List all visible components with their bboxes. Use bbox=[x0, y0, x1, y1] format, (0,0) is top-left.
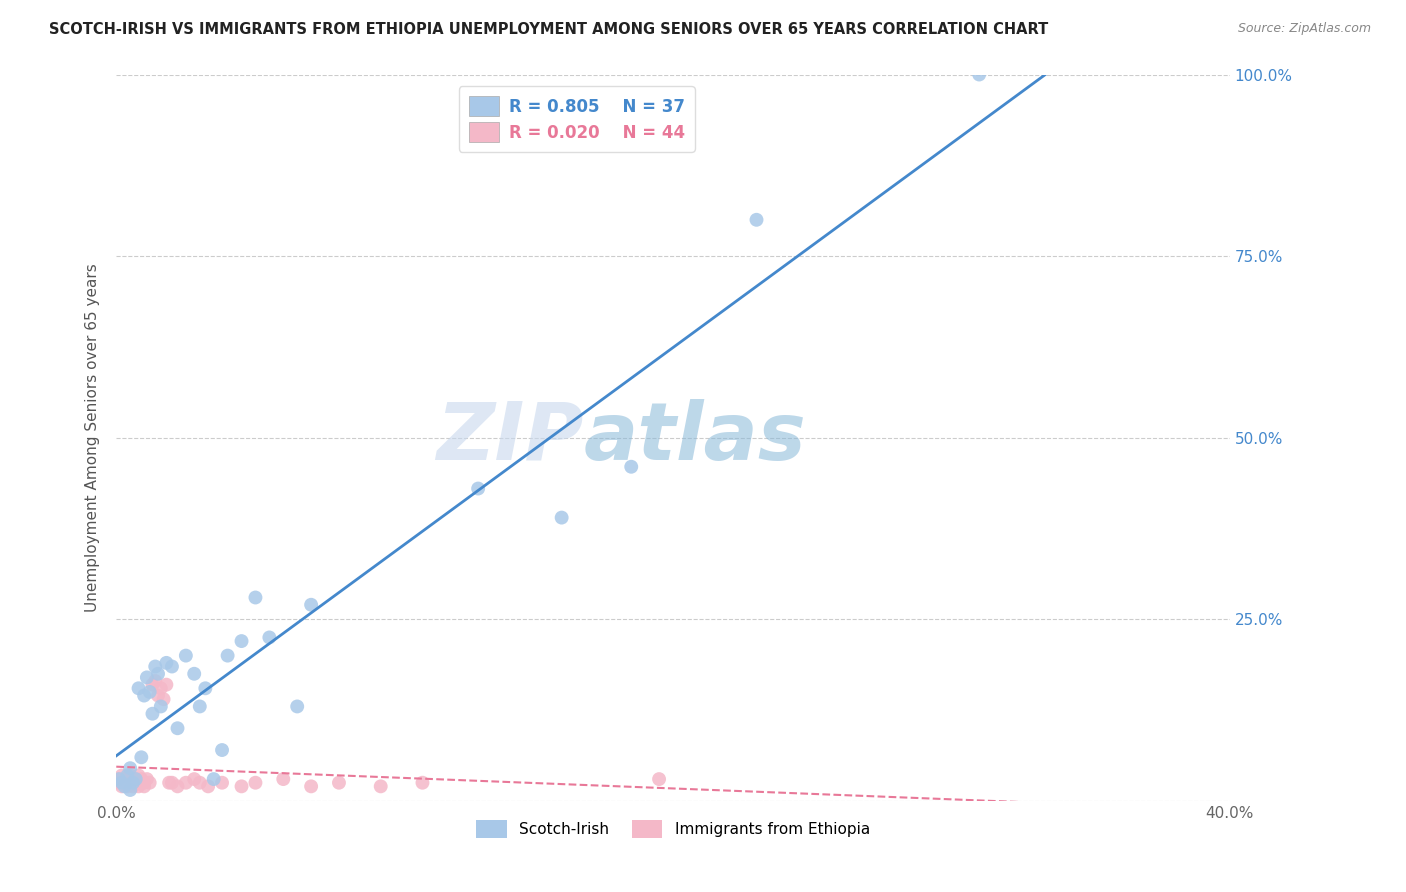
Point bbox=[259, 631, 281, 645]
Point bbox=[120, 761, 142, 775]
Point bbox=[131, 772, 153, 786]
Point bbox=[141, 706, 163, 721]
Point bbox=[231, 634, 253, 648]
Point bbox=[132, 780, 155, 794]
Point bbox=[285, 699, 308, 714]
Point bbox=[271, 772, 294, 786]
Point bbox=[111, 768, 134, 782]
Point bbox=[125, 772, 148, 786]
Point bbox=[114, 775, 136, 789]
Point bbox=[160, 775, 183, 789]
Point bbox=[138, 775, 160, 789]
Point bbox=[648, 772, 671, 786]
Point bbox=[122, 780, 145, 794]
Point bbox=[194, 681, 217, 696]
Point bbox=[217, 648, 239, 663]
Point bbox=[131, 750, 153, 764]
Point bbox=[160, 659, 183, 673]
Point bbox=[111, 780, 134, 794]
Point bbox=[211, 743, 233, 757]
Point bbox=[114, 772, 136, 786]
Point bbox=[174, 775, 197, 789]
Point bbox=[370, 780, 392, 794]
Point bbox=[146, 666, 169, 681]
Point bbox=[132, 689, 155, 703]
Point bbox=[141, 678, 163, 692]
Point bbox=[135, 670, 157, 684]
Point bbox=[117, 768, 139, 782]
Point bbox=[245, 591, 267, 605]
Point bbox=[174, 648, 197, 663]
Point bbox=[166, 721, 188, 735]
Point bbox=[122, 775, 145, 789]
Point bbox=[111, 775, 134, 789]
Point bbox=[114, 780, 136, 794]
Point bbox=[155, 656, 177, 670]
Point bbox=[183, 666, 205, 681]
Point bbox=[155, 678, 177, 692]
Point bbox=[128, 780, 150, 794]
Text: atlas: atlas bbox=[583, 399, 807, 476]
Point bbox=[132, 775, 155, 789]
Point bbox=[231, 780, 253, 794]
Point bbox=[108, 772, 131, 786]
Text: SCOTCH-IRISH VS IMMIGRANTS FROM ETHIOPIA UNEMPLOYMENT AMONG SENIORS OVER 65 YEAR: SCOTCH-IRISH VS IMMIGRANTS FROM ETHIOPIA… bbox=[49, 22, 1049, 37]
Point bbox=[411, 775, 433, 789]
Point bbox=[299, 780, 322, 794]
Point bbox=[108, 772, 131, 786]
Point bbox=[125, 772, 148, 786]
Point bbox=[120, 783, 142, 797]
Point bbox=[188, 699, 211, 714]
Point bbox=[166, 780, 188, 794]
Point bbox=[152, 692, 174, 706]
Point bbox=[143, 673, 166, 688]
Point bbox=[183, 772, 205, 786]
Point bbox=[550, 510, 572, 524]
Text: ZIP: ZIP bbox=[436, 399, 583, 476]
Point bbox=[122, 775, 145, 789]
Text: Source: ZipAtlas.com: Source: ZipAtlas.com bbox=[1237, 22, 1371, 36]
Point bbox=[745, 212, 768, 227]
Point bbox=[143, 659, 166, 673]
Point bbox=[146, 689, 169, 703]
Point bbox=[188, 775, 211, 789]
Point bbox=[202, 772, 225, 786]
Point bbox=[299, 598, 322, 612]
Point bbox=[245, 775, 267, 789]
Point bbox=[149, 699, 172, 714]
Point bbox=[120, 768, 142, 782]
Point bbox=[131, 775, 153, 789]
Point bbox=[967, 68, 990, 82]
Point bbox=[125, 775, 148, 789]
Point bbox=[117, 780, 139, 794]
Point bbox=[128, 681, 150, 696]
Point bbox=[138, 685, 160, 699]
Point bbox=[120, 772, 142, 786]
Point bbox=[328, 775, 350, 789]
Point bbox=[117, 775, 139, 789]
Legend: Scotch-Irish, Immigrants from Ethiopia: Scotch-Irish, Immigrants from Ethiopia bbox=[470, 814, 876, 844]
Point bbox=[467, 482, 489, 496]
Point bbox=[211, 775, 233, 789]
Point bbox=[108, 775, 131, 789]
Point bbox=[620, 459, 643, 474]
Y-axis label: Unemployment Among Seniors over 65 years: Unemployment Among Seniors over 65 years bbox=[86, 263, 100, 612]
Point bbox=[197, 780, 219, 794]
Point bbox=[157, 775, 180, 789]
Point bbox=[135, 772, 157, 786]
Point bbox=[149, 681, 172, 696]
Point bbox=[128, 768, 150, 782]
